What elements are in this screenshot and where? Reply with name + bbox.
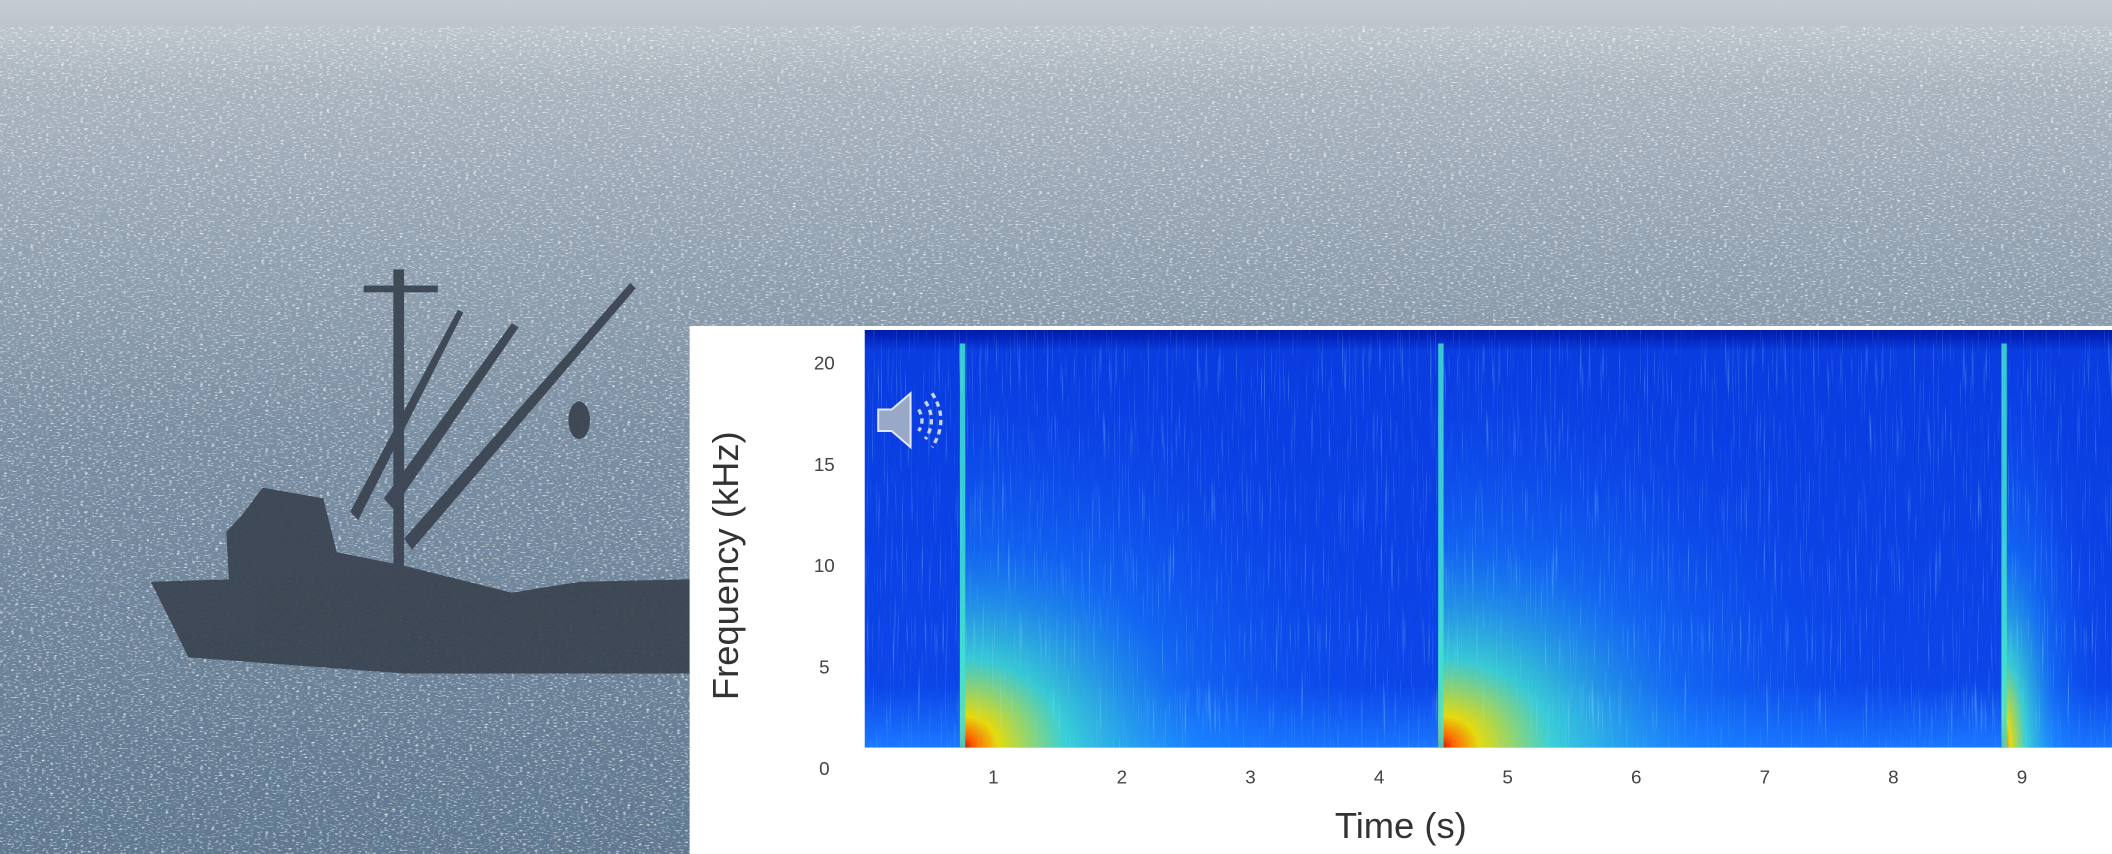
x-tick-label: 8 xyxy=(1888,767,1898,788)
x-tick-label: 9 xyxy=(2017,767,2027,788)
y-tick-label: 5 xyxy=(819,657,829,678)
x-tick-label: 3 xyxy=(1245,767,1255,788)
y-tick-label: 0 xyxy=(819,758,829,779)
x-tick-label: 7 xyxy=(1760,767,1770,788)
x-tick-label: 4 xyxy=(1374,767,1384,788)
boat xyxy=(150,269,690,674)
audio-icon[interactable] xyxy=(877,391,943,450)
y-tick-label: 10 xyxy=(814,555,835,576)
y-axis-label: Frequency (kHz) xyxy=(705,431,746,700)
plot-area: 0 5 10 15 20 1 2 3 4 5 6 7 8 9 xyxy=(814,330,2112,788)
y-tick-label: 15 xyxy=(814,454,835,475)
spectrogram-noise xyxy=(864,330,2112,748)
y-tick-label: 20 xyxy=(814,352,835,373)
x-tick-label: 6 xyxy=(1631,767,1641,788)
x-axis-label: Time (s) xyxy=(1335,805,1467,846)
x-tick-label: 1 xyxy=(988,767,998,788)
x-tick-label: 5 xyxy=(1502,767,1512,788)
x-tick-label: 2 xyxy=(1117,767,1127,788)
